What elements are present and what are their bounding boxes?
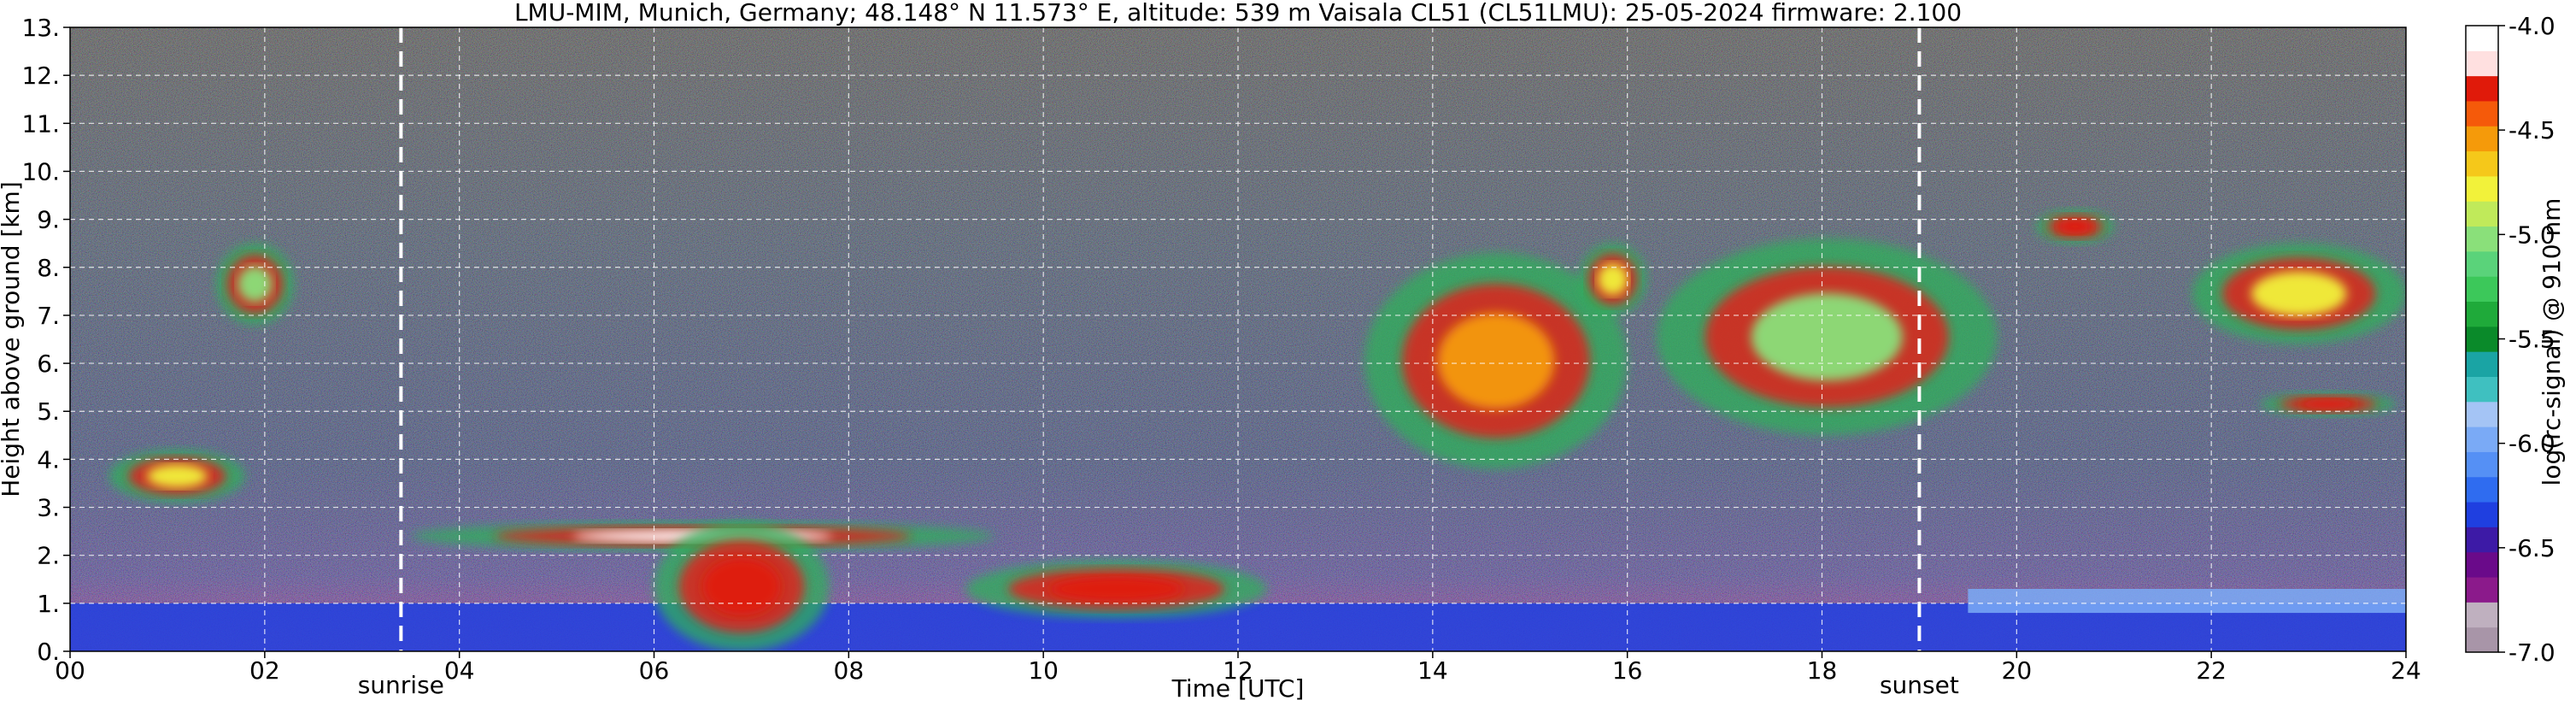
x-tick-label-6: 12 bbox=[1223, 656, 1253, 685]
colorbar-swatch-21 bbox=[2466, 100, 2498, 126]
cloud-4 bbox=[654, 521, 830, 651]
x-axis-label: Time [UTC] bbox=[1171, 674, 1305, 703]
x-tick-label-3: 06 bbox=[639, 656, 670, 685]
colorbar-swatch-22 bbox=[2466, 75, 2498, 102]
y-tick-label-12: 12. bbox=[21, 62, 60, 90]
y-tick-label-11: 11. bbox=[21, 109, 60, 138]
colorbar-swatch-7 bbox=[2466, 451, 2498, 478]
plot-area bbox=[70, 27, 2406, 651]
y-tick-label-6: 6. bbox=[37, 350, 60, 378]
y-tick-label-5: 5. bbox=[37, 397, 60, 426]
y-tick-label-3: 3. bbox=[37, 494, 60, 522]
colorbar-swatch-24 bbox=[2466, 26, 2498, 51]
cloud-7 bbox=[1578, 243, 1647, 315]
cloud-9 bbox=[2036, 209, 2115, 244]
y-tick-label-8: 8. bbox=[37, 254, 60, 282]
x-tick-label-0: 00 bbox=[55, 656, 85, 685]
y-tick-label-10: 10. bbox=[21, 157, 60, 185]
colorbar-swatch-17 bbox=[2466, 201, 2498, 227]
y-tick-label-2: 2. bbox=[37, 542, 60, 570]
colorbar-swatch-5 bbox=[2466, 502, 2498, 527]
cloud-1 bbox=[215, 243, 295, 326]
colorbar-tick-label-3: -5.5 bbox=[2509, 326, 2555, 354]
colorbar-swatch-20 bbox=[2466, 126, 2498, 152]
x-tick-label-11: 22 bbox=[2196, 656, 2227, 685]
cloud-11 bbox=[2260, 391, 2397, 416]
colorbar-swatch-10 bbox=[2466, 376, 2498, 403]
colorbar-tick-label-5: -6.5 bbox=[2509, 534, 2555, 562]
sunrise-label: sunrise bbox=[358, 671, 444, 699]
x-tick-label-4: 08 bbox=[834, 656, 865, 685]
cloud-8 bbox=[1656, 238, 1998, 436]
colorbar-swatch-15 bbox=[2466, 250, 2498, 277]
x-tick-label-10: 20 bbox=[2002, 656, 2033, 685]
aerosol-layer-12 bbox=[1968, 589, 2406, 614]
colorbar-swatch-3 bbox=[2466, 551, 2498, 578]
cloud-5 bbox=[965, 560, 1268, 618]
colorbar-swatch-12 bbox=[2466, 326, 2498, 352]
x-tick-label-9: 18 bbox=[1807, 656, 1838, 685]
colorbar-swatch-19 bbox=[2466, 150, 2498, 177]
cloud-2 bbox=[109, 450, 246, 503]
colorbar-tick-label-1: -4.5 bbox=[2509, 116, 2555, 144]
sunset-label: sunset bbox=[1880, 671, 1959, 699]
colorbar-tick-label-4: -6.0 bbox=[2509, 430, 2555, 458]
x-tick-label-1: 02 bbox=[249, 656, 280, 685]
colorbar-swatch-13 bbox=[2466, 301, 2498, 327]
y-axis-label: Height above ground [km] bbox=[0, 181, 25, 497]
y-tick-label-4: 4. bbox=[37, 445, 60, 474]
x-tick-label-7: 14 bbox=[1417, 656, 1448, 685]
x-tick-label-8: 16 bbox=[1612, 656, 1643, 685]
cloud-10 bbox=[2192, 243, 2406, 344]
cloud-6 bbox=[1364, 252, 1628, 469]
y-tick-label-7: 7. bbox=[37, 302, 60, 330]
colorbar-swatch-4 bbox=[2466, 527, 2498, 553]
colorbar-tick-label-2: -5.0 bbox=[2509, 221, 2555, 249]
colorbar-tick-label-0: -4.0 bbox=[2509, 12, 2555, 40]
colorbar-swatch-18 bbox=[2466, 175, 2498, 202]
colorbar-swatch-1 bbox=[2466, 602, 2498, 628]
x-tick-label-5: 10 bbox=[1028, 656, 1059, 685]
y-tick-label-13: 13. bbox=[21, 14, 60, 42]
y-tick-label-1: 1. bbox=[37, 590, 60, 618]
x-tick-label-12: 24 bbox=[2391, 656, 2421, 685]
y-tick-label-0: 0. bbox=[37, 638, 60, 666]
colorbar-swatch-0 bbox=[2466, 627, 2498, 653]
colorbar-swatch-8 bbox=[2466, 427, 2498, 452]
colorbar-swatch-11 bbox=[2466, 351, 2498, 377]
colorbar-swatch-16 bbox=[2466, 226, 2498, 252]
colorbar-swatch-2 bbox=[2466, 577, 2498, 603]
y-tick-label-9: 9. bbox=[37, 206, 60, 234]
colorbar-label: log(rc-signal) @ 910 nm bbox=[2538, 198, 2566, 486]
chart-title: LMU-MIM, Munich, Germany; 48.148° N 11.5… bbox=[514, 0, 1962, 26]
colorbar-swatch-23 bbox=[2466, 50, 2498, 77]
colorbar-swatch-14 bbox=[2466, 276, 2498, 303]
colorbar-swatch-9 bbox=[2466, 401, 2498, 427]
colorbar-tick-label-6: -7.0 bbox=[2509, 638, 2555, 667]
x-tick-label-2: 04 bbox=[444, 656, 475, 685]
colorbar: -4.0 -4.5 -5.0 -5.5 -6.0 -6.5 -7.0 bbox=[2465, 12, 2555, 667]
colorbar-swatch-6 bbox=[2466, 476, 2498, 503]
